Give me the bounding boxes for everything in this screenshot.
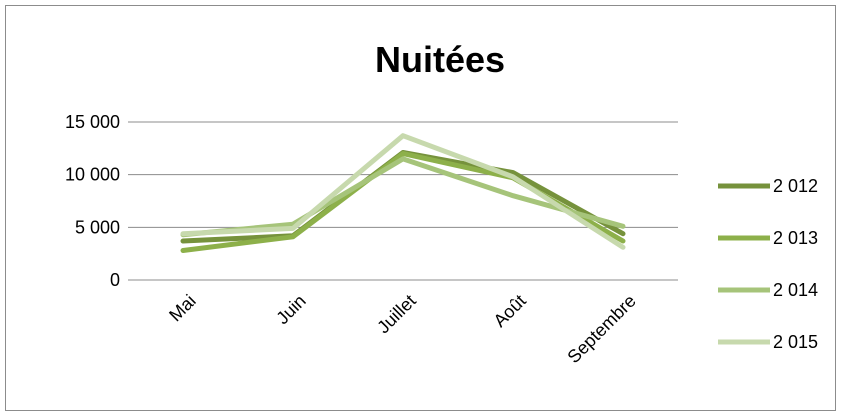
y-tick-label-1: 5 000 — [75, 217, 120, 237]
legend: 2 012 2 013 2 014 2 015 — [718, 176, 818, 352]
legend-label-2: 2 014 — [773, 280, 818, 300]
series-line-3 — [180, 133, 626, 250]
legend-label-1: 2 013 — [773, 228, 818, 248]
x-tick-label-2: Juillet — [373, 291, 420, 338]
x-tick-label-4: Septembre — [563, 291, 639, 367]
y-tick-label-3: 15 000 — [65, 112, 120, 132]
x-tick-label-1: Juin — [272, 291, 309, 328]
legend-label-3: 2 015 — [773, 332, 818, 352]
legend-label-0: 2 012 — [773, 176, 818, 196]
y-tick-label-0: 0 — [110, 270, 120, 290]
chart-title: Nuitées — [375, 39, 505, 80]
x-axis-ticks: Mai Juin Juillet Août Septembre — [165, 291, 640, 367]
series-lines — [180, 133, 626, 253]
chart-frame — [5, 5, 836, 411]
gridlines — [128, 121, 678, 281]
x-tick-label-3: Août — [490, 291, 530, 331]
y-axis-ticks: 0 5 000 10 000 15 000 — [65, 112, 120, 290]
y-tick-label-2: 10 000 — [65, 165, 120, 185]
x-tick-label-0: Mai — [165, 291, 200, 326]
